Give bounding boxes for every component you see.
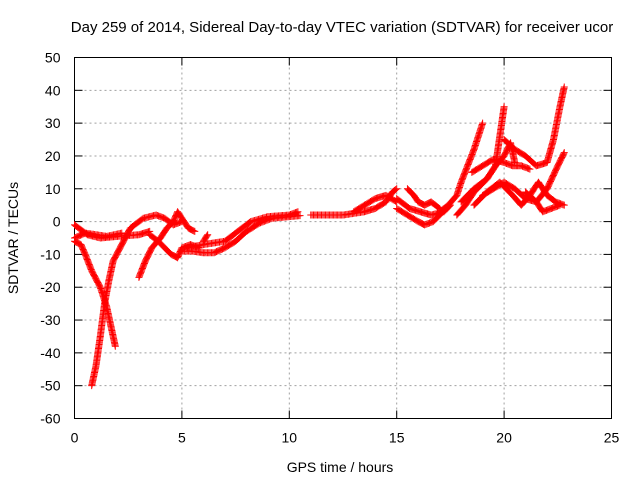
y-tick-label: -30: [40, 312, 60, 328]
data-point: [560, 149, 568, 157]
data-point: [500, 103, 508, 111]
axis-ticks: [74, 57, 612, 419]
data-point: [191, 227, 199, 235]
x-tick-label: 5: [178, 430, 186, 446]
data-point: [560, 83, 568, 91]
y-tick-label: 40: [45, 82, 61, 98]
y-tick-label: 30: [45, 115, 61, 131]
data-series-arc-r: [468, 155, 534, 176]
data-point: [294, 208, 302, 216]
data-point: [526, 165, 534, 173]
chart-title: Day 259 of 2014, Sidereal Day-to-day VTE…: [71, 19, 613, 36]
y-tick-label: 50: [45, 50, 61, 66]
data-point: [204, 231, 212, 239]
tick-labels: 0 5 10 15 20 25 50 40 30 20 10 0 -10 -20 -30 -40 -50 -60: [40, 50, 619, 446]
x-tick-label: 15: [389, 430, 405, 446]
data-series-arc-o: [436, 119, 487, 216]
x-tick-label: 20: [496, 430, 512, 446]
data-points: [71, 83, 568, 390]
y-tick-label: -10: [40, 246, 60, 262]
data-point: [296, 212, 304, 220]
data-series-arc-v: [522, 188, 564, 216]
data-series-arc-b: [71, 229, 126, 242]
data-series-arc-j: [307, 185, 401, 219]
y-tick-label: 10: [45, 181, 61, 197]
y-tick-label: -20: [40, 279, 60, 295]
y-tick-label: 0: [53, 214, 61, 230]
data-point: [190, 227, 198, 235]
data-point: [556, 201, 564, 209]
data-point: [203, 232, 211, 240]
data-point: [118, 229, 126, 237]
data-series-arc-g: [178, 212, 304, 257]
x-axis-label: GPS time / hours: [287, 459, 394, 475]
y-tick-label: 20: [45, 148, 61, 164]
data-point: [392, 186, 400, 194]
y-axis-label: SDTVAR / TECUs: [5, 182, 21, 294]
x-tick-label: 10: [282, 430, 298, 446]
data-series-arc-i: [199, 231, 212, 245]
data-point: [111, 342, 119, 350]
data-series-arc-q: [457, 103, 508, 206]
data-series-arc-d: [88, 211, 186, 390]
y-tick-label: -60: [40, 411, 60, 427]
y-tick-label: -40: [40, 345, 60, 361]
data-point: [560, 150, 568, 158]
data-series-arc-n: [393, 195, 454, 219]
data-point: [479, 119, 487, 127]
data-series-arc-s: [500, 83, 568, 170]
data-point: [393, 185, 401, 193]
x-tick-label: 25: [604, 430, 620, 446]
data-series-arc-u: [470, 178, 568, 209]
y-tick-label: -50: [40, 378, 60, 394]
x-tick-label: 0: [71, 430, 79, 446]
data-series-arc-h: [182, 208, 302, 252]
